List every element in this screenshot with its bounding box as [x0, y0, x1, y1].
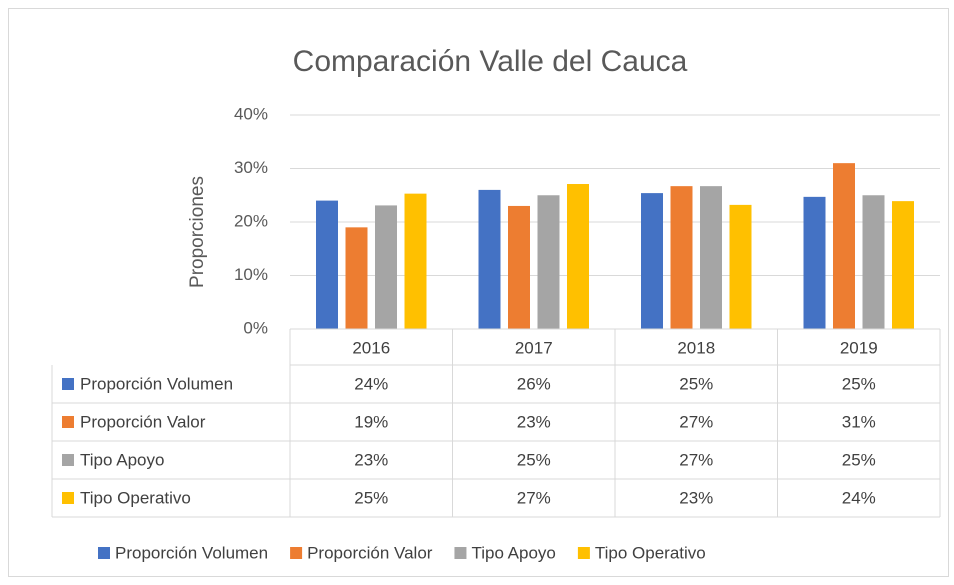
- bar: [375, 205, 397, 329]
- value-label: 26%: [517, 374, 551, 393]
- legend-key: [62, 378, 74, 390]
- x-tick-label: 2017: [515, 338, 553, 357]
- legend-label: Tipo Operativo: [595, 543, 706, 562]
- row-label: Proporción Volumen: [80, 374, 233, 393]
- value-label: 24%: [842, 488, 876, 507]
- row-label: Tipo Operativo: [80, 488, 191, 507]
- bar: [316, 200, 338, 329]
- bar: [670, 186, 693, 329]
- x-tick-label: 2019: [840, 338, 878, 357]
- x-tick-label: 2018: [677, 338, 715, 357]
- value-label: 24%: [354, 374, 388, 393]
- bar: [404, 193, 427, 329]
- value-label: 23%: [679, 488, 713, 507]
- x-tick-label: 2016: [352, 338, 390, 357]
- bar: [537, 195, 560, 329]
- row-label: Tipo Apoyo: [80, 450, 164, 469]
- bar: [567, 184, 589, 329]
- row-label: Proporción Valor: [80, 412, 206, 431]
- value-label: 27%: [679, 450, 713, 469]
- value-label: 25%: [354, 488, 388, 507]
- y-tick-label: 40%: [234, 104, 268, 123]
- legend-label: Proporción Valor: [307, 543, 433, 562]
- legend-key: [62, 454, 74, 466]
- value-label: 25%: [842, 374, 876, 393]
- value-label: 31%: [842, 412, 876, 431]
- legend-label: Proporción Volumen: [115, 543, 268, 562]
- bar: [641, 193, 663, 329]
- value-label: 25%: [842, 450, 876, 469]
- value-label: 25%: [679, 374, 713, 393]
- legend-key: [290, 547, 303, 559]
- bar: [345, 227, 368, 329]
- value-label: 25%: [517, 450, 551, 469]
- bar: [729, 204, 752, 329]
- y-axis-label: Proporciones: [187, 176, 208, 288]
- y-tick-label: 30%: [234, 158, 268, 177]
- value-label: 23%: [354, 450, 388, 469]
- legend-key: [577, 547, 590, 559]
- bar: [508, 205, 530, 329]
- y-tick-label: 20%: [234, 211, 268, 230]
- bar: [833, 163, 855, 329]
- y-tick-label: 0%: [243, 318, 268, 337]
- legend-key: [454, 547, 467, 559]
- legend-label: Tipo Apoyo: [471, 543, 555, 562]
- bar: [803, 196, 826, 329]
- value-label: 19%: [354, 412, 388, 431]
- bar: [700, 186, 722, 329]
- value-label: 27%: [517, 488, 551, 507]
- legend-key: [98, 547, 110, 559]
- y-tick-label: 10%: [234, 265, 268, 284]
- legend-key: [62, 416, 74, 428]
- value-label: 23%: [517, 412, 551, 431]
- chart-title: Comparación Valle del Cauca: [293, 45, 688, 78]
- bar: [478, 189, 501, 329]
- bar: [892, 201, 914, 329]
- value-label: 27%: [679, 412, 713, 431]
- legend-key: [62, 492, 74, 504]
- bar: [862, 195, 885, 329]
